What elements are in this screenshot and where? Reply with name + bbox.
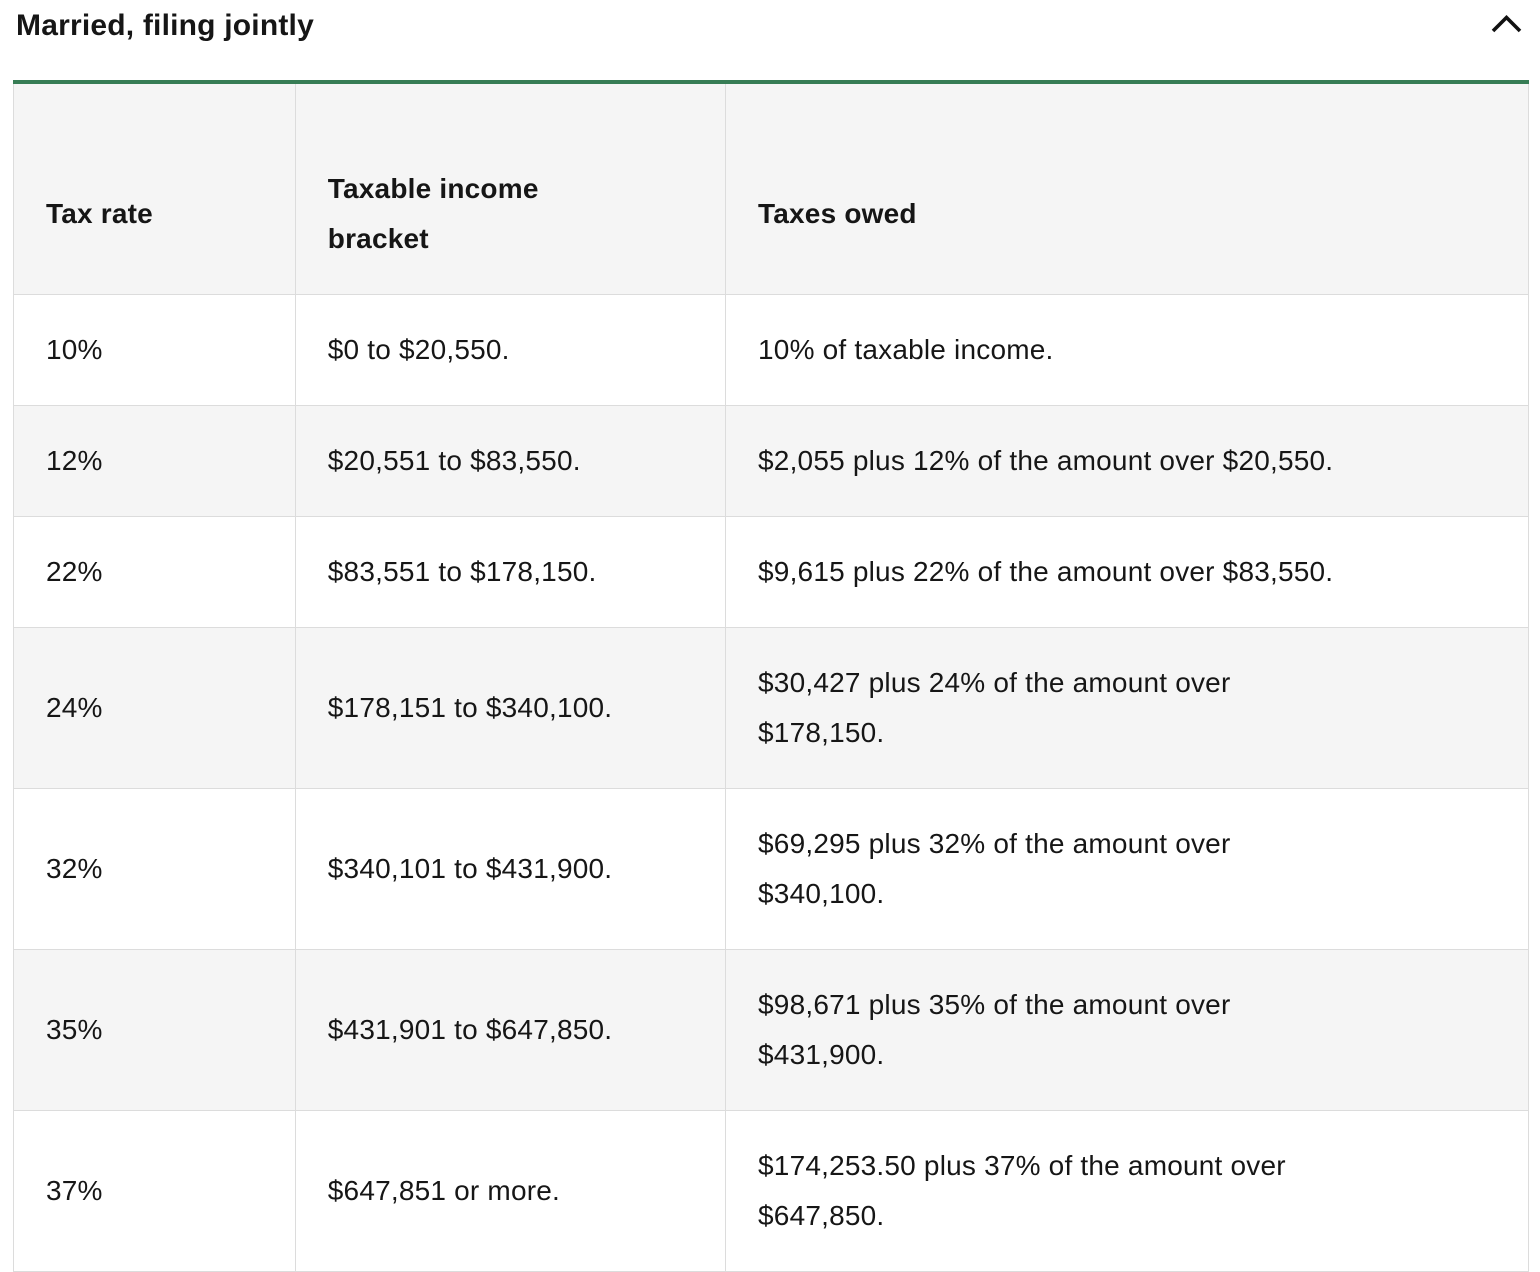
table-row: 24% $178,151 to $340,100. $30,427 plus 2… — [13, 627, 1529, 789]
tax-rate-cell: 35% — [13, 949, 296, 1111]
column-header-taxes-owed: Taxes owed — [725, 81, 1529, 295]
income-bracket-cell: $647,851 or more. — [294, 1110, 727, 1272]
tax-rate-cell: 10% — [13, 294, 296, 406]
column-header-income-bracket: Taxable income bracket — [294, 81, 727, 295]
income-bracket-cell: $0 to $20,550. — [294, 294, 727, 406]
tax-rate-cell: 32% — [13, 788, 296, 950]
table-row: 10% $0 to $20,550. 10% of taxable income… — [13, 294, 1529, 406]
taxes-owed-cell: $2,055 plus 12% of the amount over $20,5… — [725, 405, 1529, 517]
header-row: Tax rate Taxable income bracket Taxes ow… — [13, 81, 1529, 295]
accordion-header[interactable]: Married, filing jointly — [13, 0, 1529, 80]
income-bracket-cell: $178,151 to $340,100. — [294, 627, 727, 789]
income-bracket-cell: $20,551 to $83,550. — [294, 405, 727, 517]
taxes-owed-cell: 10% of taxable income. — [725, 294, 1529, 406]
table-row: 35% $431,901 to $647,850. $98,671 plus 3… — [13, 949, 1529, 1111]
column-header-tax-rate: Tax rate — [13, 81, 296, 295]
collapse-button[interactable] — [1490, 14, 1523, 34]
taxes-owed-cell: $30,427 plus 24% of the amount over $178… — [725, 627, 1529, 789]
column-header-label: Tax rate — [46, 198, 153, 229]
tax-rate-cell: 37% — [13, 1110, 296, 1272]
income-bracket-cell: $83,551 to $178,150. — [294, 516, 727, 628]
tax-table-body: 10% $0 to $20,550. 10% of taxable income… — [13, 294, 1529, 1272]
income-bracket-cell: $340,101 to $431,900. — [294, 788, 727, 950]
table-row: 22% $83,551 to $178,150. $9,615 plus 22%… — [13, 516, 1529, 628]
tax-rate-cell: 22% — [13, 516, 296, 628]
accordion-title: Married, filing jointly — [16, 9, 314, 42]
tax-brackets-table: Tax rate Taxable income bracket Taxes ow… — [13, 80, 1529, 1272]
chevron-up-icon — [1490, 14, 1523, 37]
table-row: 37% $647,851 or more. $174,253.50 plus 3… — [13, 1110, 1529, 1272]
income-bracket-cell: $431,901 to $647,850. — [294, 949, 727, 1111]
tax-rate-cell: 24% — [13, 627, 296, 789]
taxes-owed-cell: $69,295 plus 32% of the amount over $340… — [725, 788, 1529, 950]
table-row: 12% $20,551 to $83,550. $2,055 plus 12% … — [13, 405, 1529, 517]
column-header-label: Taxes owed — [758, 198, 917, 229]
table-row: 32% $340,101 to $431,900. $69,295 plus 3… — [13, 788, 1529, 950]
column-header-label: Taxable income bracket — [327, 173, 539, 254]
taxes-owed-cell: $9,615 plus 22% of the amount over $83,5… — [725, 516, 1529, 628]
tax-rate-cell: 12% — [13, 405, 296, 517]
table-header: Tax rate Taxable income bracket Taxes ow… — [13, 81, 1529, 295]
taxes-owed-cell: $174,253.50 plus 37% of the amount over … — [725, 1110, 1529, 1272]
taxes-owed-cell: $98,671 plus 35% of the amount over $431… — [725, 949, 1529, 1111]
